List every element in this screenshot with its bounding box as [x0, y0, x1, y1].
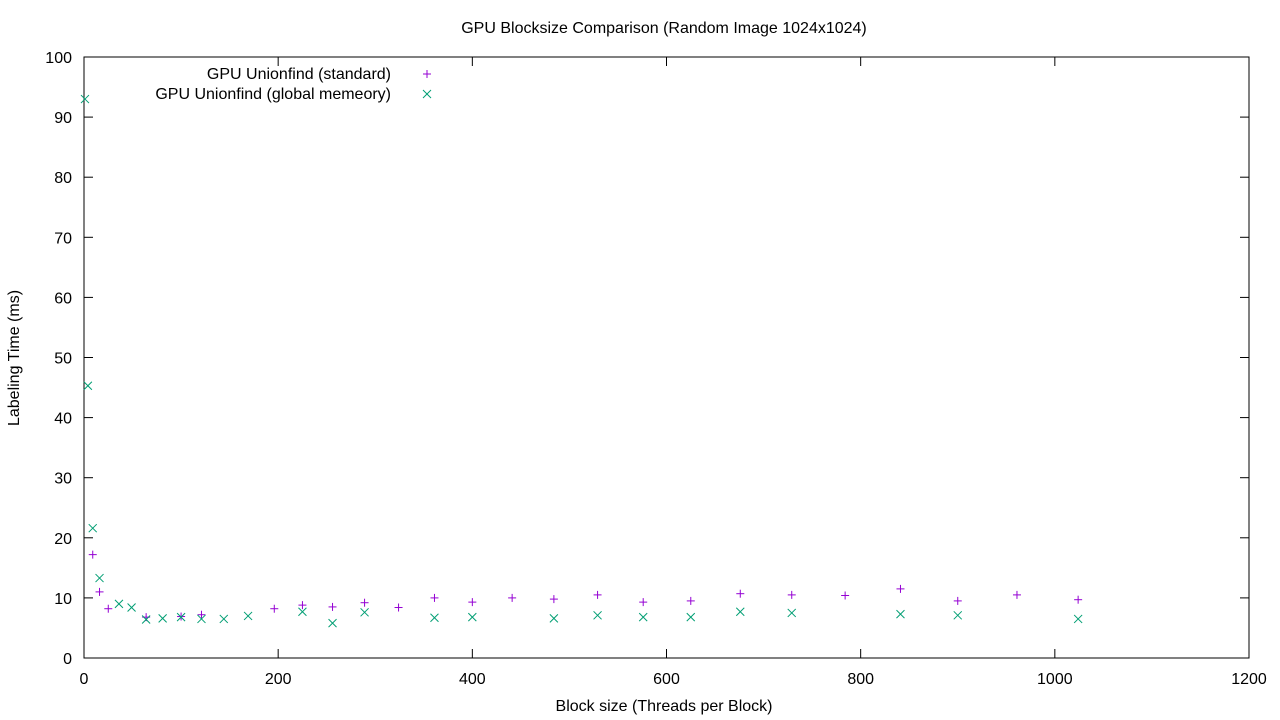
data-point-series-1: [430, 593, 439, 602]
data-point-series-2: [141, 615, 151, 624]
data-point-series-1: [593, 590, 602, 599]
data-point-series-2: [197, 614, 206, 624]
data-points: [80, 94, 1083, 628]
data-point-series-1: [787, 590, 796, 599]
x-tick-label: 600: [653, 671, 680, 688]
data-point-series-1: [394, 603, 403, 612]
axis-ticks: [83, 56, 1250, 659]
data-point-series-1: [1074, 595, 1083, 604]
data-point-series-1: [736, 589, 745, 598]
data-point-series-2: [114, 599, 124, 609]
data-point-series-1: [639, 598, 648, 607]
data-point-series-1: [95, 587, 104, 596]
data-point-series-1: [104, 604, 113, 613]
legend-label: GPU Unionfind (standard): [207, 66, 391, 83]
y-tick-label: 20: [54, 531, 72, 548]
data-point-series-2: [243, 611, 253, 621]
data-point-series-2: [735, 607, 745, 617]
y-tick-label: 60: [54, 290, 72, 307]
tick-labels: 0 200 400 600 800 1000 1200 0 10 20 30 40 50 60 70 80 90…: [45, 50, 1267, 688]
chart-title: GPU Blocksize Comparison (Random Image 1…: [461, 20, 867, 37]
data-point-series-1: [270, 604, 279, 613]
data-point-series-1: [298, 601, 307, 610]
data-point-series-1: [197, 610, 206, 619]
x-tick-label: 400: [459, 671, 486, 688]
data-point-series-1: [841, 591, 850, 600]
data-point-series-2: [638, 612, 648, 622]
data-point-series-2: [127, 603, 136, 612]
legend: GPU Unionfind (standard) GPU Unionfind (g…: [155, 66, 432, 103]
data-point-series-2: [1073, 614, 1083, 624]
data-point-series-1: [549, 595, 558, 604]
x-tick-label: 0: [80, 671, 89, 688]
plot-frame: [83, 56, 1250, 659]
y-tick-label: 40: [54, 411, 72, 428]
x-tick-label: 1200: [1231, 671, 1267, 688]
data-point-series-2: [430, 613, 439, 623]
data-point-series-2: [298, 607, 307, 617]
data-point-series-2: [896, 609, 905, 619]
data-point-series-2: [593, 610, 602, 620]
data-point-series-1: [508, 593, 517, 602]
data-point-series-2: [83, 381, 93, 391]
data-point-series-1: [360, 598, 369, 607]
legend-marker: [423, 70, 431, 78]
x-tick-label: 1000: [1037, 671, 1073, 688]
y-tick-label: 30: [54, 471, 72, 488]
y-axis-title: Labeling Time (ms): [6, 290, 23, 426]
x-tick-label: 800: [847, 671, 874, 688]
data-point-series-2: [158, 613, 167, 623]
data-point-series-2: [686, 612, 696, 622]
legend-marker: [422, 89, 432, 99]
y-tick-label: 10: [54, 591, 72, 608]
data-point-series-1: [1012, 590, 1021, 599]
data-point-series-1: [88, 550, 97, 559]
y-tick-label: 100: [45, 50, 72, 67]
data-point-series-1: [686, 596, 695, 605]
data-point-series-2: [95, 573, 104, 583]
y-tick-label: 80: [54, 170, 72, 187]
data-point-series-2: [549, 613, 559, 623]
y-tick-label: 0: [63, 651, 72, 668]
data-point-series-2: [467, 612, 477, 622]
y-tick-label: 50: [54, 351, 72, 368]
data-point-series-1: [468, 598, 477, 607]
x-axis-title: Block size (Threads per Block): [556, 698, 773, 715]
y-tick-label: 70: [54, 230, 72, 247]
x-tick-label: 200: [265, 671, 292, 688]
legend-label: GPU Unionfind (global memeory): [155, 86, 391, 103]
data-point-series-2: [328, 618, 337, 628]
data-point-series-1: [896, 584, 905, 593]
data-point-series-2: [787, 608, 797, 618]
data-point-series-2: [88, 523, 98, 533]
y-tick-label: 90: [54, 110, 72, 127]
data-point-series-2: [176, 612, 186, 622]
data-point-series-2: [953, 610, 963, 620]
data-point-series-2: [219, 614, 229, 624]
data-point-series-1: [328, 602, 337, 611]
data-point-series-1: [953, 596, 962, 605]
data-point-series-2: [360, 607, 369, 617]
data-point-series-2: [80, 94, 90, 104]
